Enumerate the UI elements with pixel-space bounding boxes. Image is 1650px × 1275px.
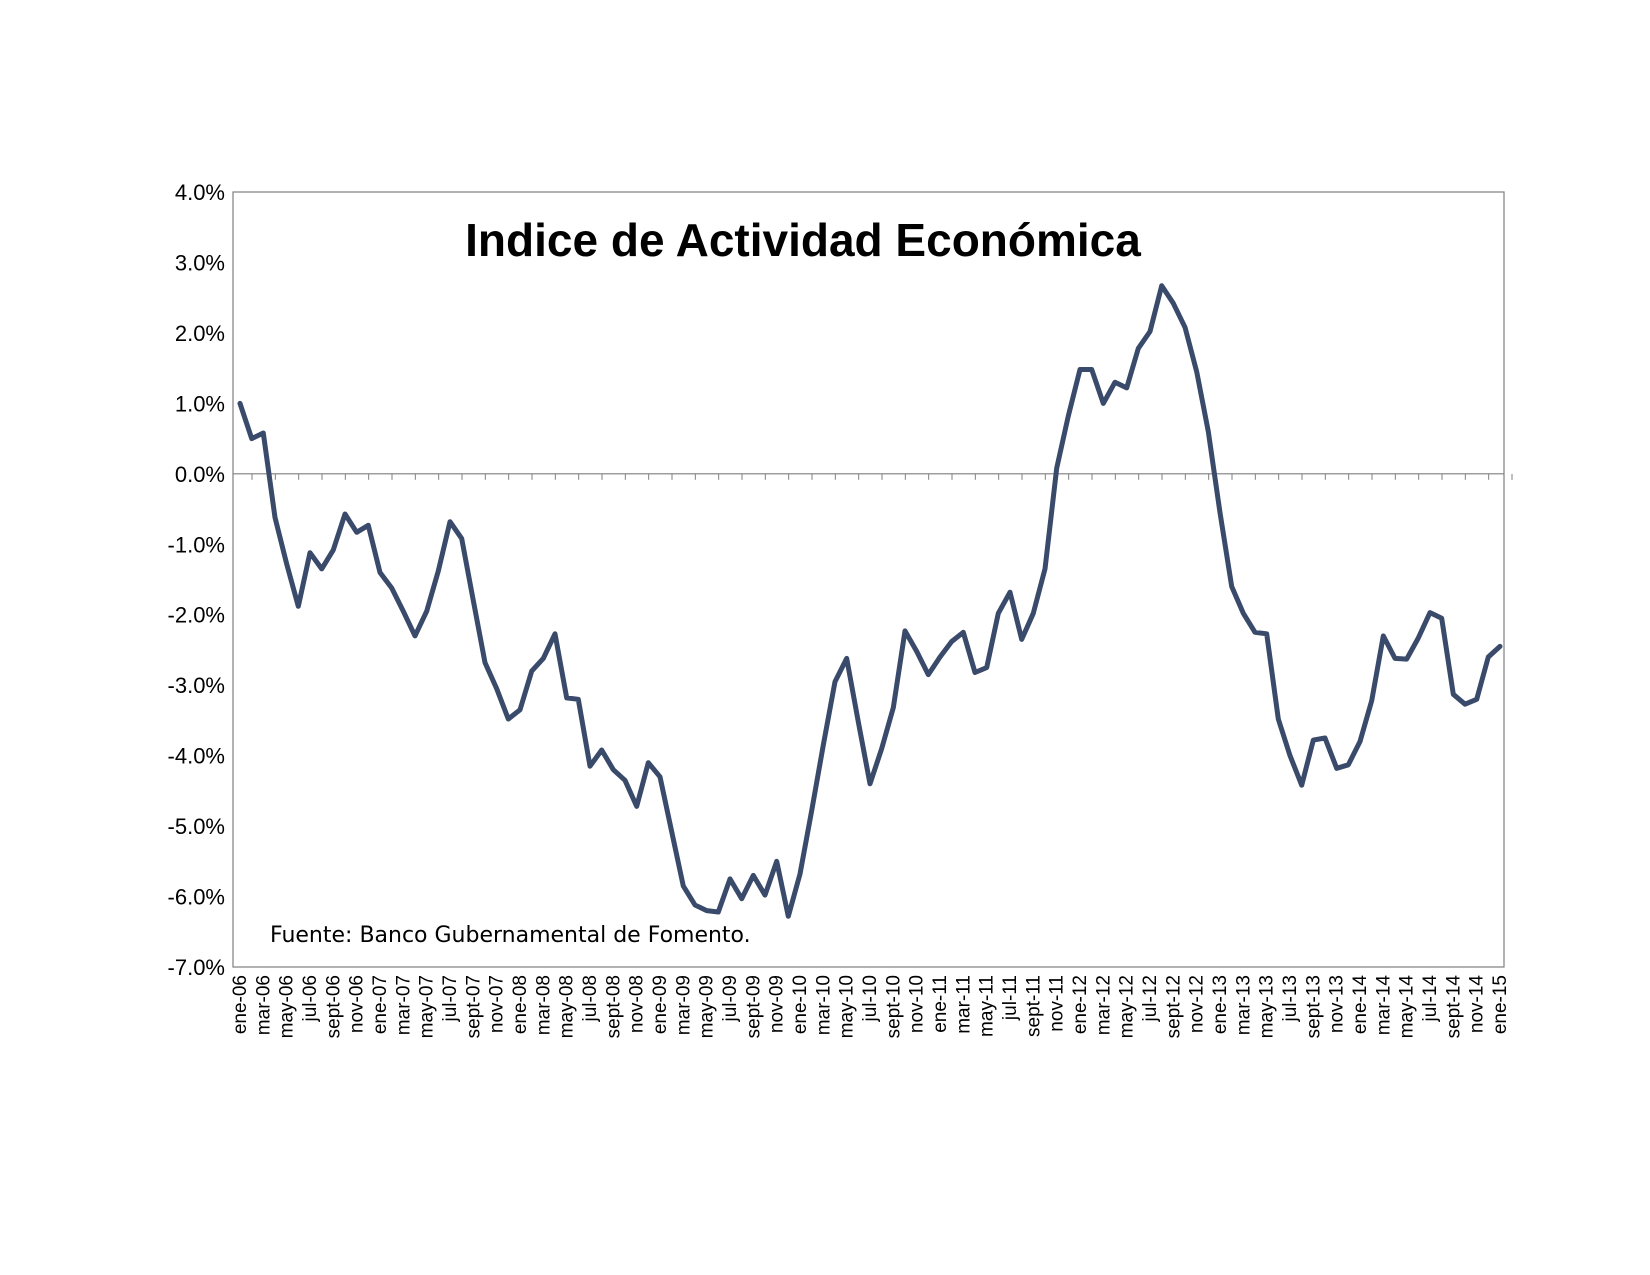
x-tick-label: ene-06 [230,975,251,1034]
x-tick-label: may-09 [697,975,718,1038]
x-tick-label: nov-09 [767,975,788,1033]
x-tick-label: nov-08 [627,975,648,1033]
y-tick-label: 2.0% [175,321,225,346]
x-tick-label: ene-10 [790,975,811,1034]
x-tick-label: sept-08 [603,975,624,1038]
x-tick-label: sept-07 [463,975,484,1038]
source-note: Fuente: Banco Gubernamental de Fomento. [270,923,751,948]
y-tick-label: -1.0% [168,532,225,557]
y-tick-label: -3.0% [168,673,225,698]
x-tick-label: may-11 [977,975,998,1037]
x-tick-label: may-07 [417,975,438,1038]
x-tick-label: jul-11 [1000,975,1021,1021]
x-tick-label: mar-06 [253,975,274,1035]
x-tick-label: sept-09 [743,975,764,1038]
plot-area [232,191,1505,968]
x-tick-label: jul-09 [720,975,741,1022]
y-tick-label: 0.0% [175,462,225,487]
x-tick-label: nov-07 [487,975,508,1033]
x-tick-label: mar-08 [533,975,554,1035]
x-tick-label: mar-07 [393,975,414,1035]
x-tick-label: mar-10 [813,975,834,1035]
x-tick-label: sept-14 [1443,975,1464,1039]
y-tick-label: -6.0% [168,885,225,910]
y-tick-label: -7.0% [168,955,225,980]
x-tick-label: may-14 [1397,975,1418,1039]
x-tick-label: mar-14 [1373,975,1394,1036]
x-tick-label: nov-11 [1047,975,1068,1032]
x-axis: ene-06 mar-06 may-06 jul-06 sept-06 nov-06 ene… [230,975,1511,1039]
x-tick-label: ene-07 [370,975,391,1034]
x-tick-label: jul-14 [1420,975,1441,1023]
x-tick-label: mar-09 [673,975,694,1035]
x-tick-label: sept-10 [883,975,904,1038]
chart-title: Indice de Actividad Económica [465,214,1141,266]
y-axis: 4.0% 3.0% 2.0% 1.0% 0.0% -1.0% -2.0% -3.0% -4.0%… [168,180,225,980]
y-tick-label: 3.0% [175,250,225,275]
x-tick-label: ene-08 [510,975,531,1034]
x-tick-label: may-10 [837,975,858,1038]
x-tick-label: sept-13 [1303,975,1324,1038]
series-line [237,283,1503,919]
x-tick-label: sept-06 [323,975,344,1038]
x-tick-label: mar-12 [1093,975,1114,1035]
x-tick-label: jul-10 [860,975,881,1022]
y-tick-label: -2.0% [168,603,225,628]
x-tick-label: ene-09 [650,975,671,1034]
x-tick-label: may-13 [1257,975,1278,1038]
x-tick-label: nov-13 [1327,975,1348,1033]
y-tick-label: -4.0% [168,744,225,769]
x-tick-label: jul-12 [1140,975,1161,1022]
x-tick-label: may-12 [1117,975,1138,1038]
y-tick-label: 4.0% [175,180,225,205]
x-tick-label: ene-12 [1070,975,1091,1034]
x-tick-label: nov-06 [347,975,368,1033]
x-tick-label: sept-11 [1023,975,1044,1037]
x-tick-label: jul-13 [1280,975,1301,1022]
x-tick-label: jul-08 [580,975,601,1022]
x-axis-ticks [251,473,1513,480]
x-tick-label: nov-14 [1467,975,1488,1034]
x-tick-label: ene-13 [1210,975,1231,1034]
x-tick-label: jul-07 [440,975,461,1022]
x-tick-label: ene-11 [930,975,951,1033]
y-tick-label: 1.0% [175,391,225,416]
x-tick-label: jul-06 [300,975,321,1022]
x-tick-label: mar-11 [953,975,974,1034]
x-tick-label: nov-10 [907,975,928,1033]
x-tick-label: may-06 [277,975,298,1038]
x-tick-label: nov-12 [1187,975,1208,1033]
x-tick-label: ene-15 [1490,975,1511,1034]
y-tick-label: -5.0% [168,814,225,839]
x-tick-label: may-08 [557,975,578,1038]
x-tick-label: ene-14 [1350,975,1371,1035]
x-tick-label: mar-13 [1233,975,1254,1035]
x-tick-label: sept-12 [1163,975,1184,1038]
